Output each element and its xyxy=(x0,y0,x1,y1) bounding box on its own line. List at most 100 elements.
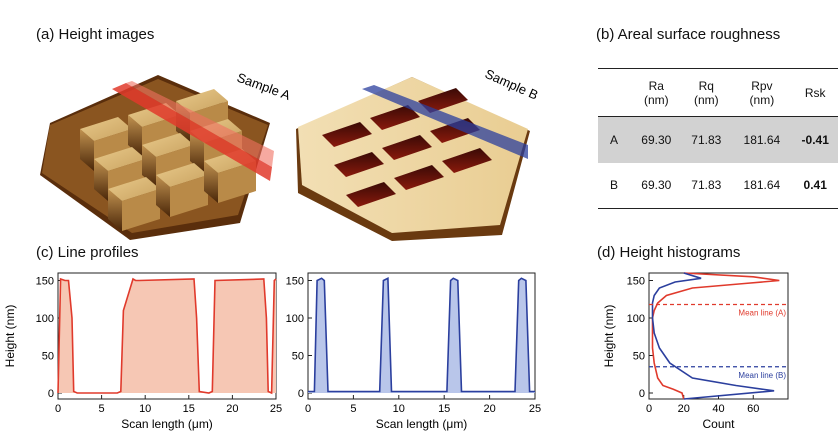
block-top xyxy=(142,133,194,157)
block-top xyxy=(80,117,132,141)
block-front xyxy=(170,175,208,217)
x-tick-label: 40 xyxy=(712,403,724,415)
plot-frame xyxy=(648,272,789,400)
x-tick-label: 5 xyxy=(99,403,105,415)
pit-cell xyxy=(418,88,468,113)
x-tick-label: 60 xyxy=(747,403,759,415)
cell-rq: 71.83 xyxy=(681,162,732,209)
cell-rsk: 0.41 xyxy=(792,162,838,209)
cell-sample: A xyxy=(610,132,619,147)
block-side xyxy=(128,115,142,157)
line-profile-b-chart: 0 5 10 15 20 25 0 50 100 150 Scan length (μm) xyxy=(286,272,541,431)
profile-area xyxy=(58,279,276,393)
histogram-a-line xyxy=(651,272,780,400)
table-header-row: Ra (nm) Rq (nm) Rpv (nm) Rsk xyxy=(598,68,838,117)
y-tick-label: 50 xyxy=(42,351,54,363)
cell-rpv: 181.64 xyxy=(731,162,793,209)
block-side xyxy=(108,189,122,231)
x-tick-label: 25 xyxy=(529,403,541,415)
panel-d-title: (d) Height histograms xyxy=(597,244,741,261)
block-front xyxy=(122,189,160,231)
header-rpv-name: Rpv xyxy=(751,78,773,93)
header-rq-name: Rq xyxy=(698,78,714,93)
block-top xyxy=(94,147,146,171)
roughness-table: Ra (nm) Rq (nm) Rpv (nm) Rsk A 69.30 71.83 … xyxy=(598,68,838,209)
y-tick-label: 0 xyxy=(48,388,54,400)
block-top xyxy=(156,163,208,187)
y-tick-label: 50 xyxy=(633,351,645,363)
sample-a-3d-image xyxy=(40,75,274,240)
cell-rsk: -0.41 xyxy=(801,132,829,147)
header-rsk-name: Rsk xyxy=(804,85,826,100)
x-tick-label: 0 xyxy=(646,403,652,415)
y-tick-label: 150 xyxy=(36,276,54,288)
x-tick-label: 15 xyxy=(438,403,450,415)
line-profile-a-chart: 0 5 10 15 20 25 0 50 100 150 Scan length (μm) Heigh… xyxy=(3,272,282,431)
x-tick-label: 25 xyxy=(270,403,282,415)
block-side xyxy=(80,129,94,171)
cell-rpv: 181.64 xyxy=(743,132,781,147)
table-row: B 69.30 71.83 181.64 0.41 xyxy=(598,162,838,209)
plot-frame xyxy=(307,272,536,400)
pit-cell xyxy=(334,152,384,177)
block-side xyxy=(190,131,204,173)
x-tick-label: 20 xyxy=(483,403,495,415)
pit-cell xyxy=(394,165,444,190)
block-top xyxy=(176,89,228,113)
pit-cell xyxy=(382,135,432,160)
table-row: A 69.30 71.83 181.64 -0.41 xyxy=(598,116,838,163)
y-tick-label: 0 xyxy=(298,388,304,400)
block-side xyxy=(94,159,108,201)
header-rsk: Rsk xyxy=(792,68,838,117)
sample-b-3d-image xyxy=(296,77,530,241)
y-axis-label: Height (nm) xyxy=(602,305,616,368)
pit-cell xyxy=(442,148,492,173)
profile-area xyxy=(308,278,535,393)
header-ra: Ra (nm) xyxy=(631,68,682,117)
pit-cell xyxy=(346,182,396,207)
y-tick-label: 100 xyxy=(36,313,54,325)
y-tick-label: 100 xyxy=(627,313,645,325)
y-tick-label: 100 xyxy=(286,313,304,325)
panel-b-title: (b) Areal surface roughness xyxy=(596,26,781,43)
cell-ra: 69.30 xyxy=(631,162,682,209)
block-top xyxy=(108,177,160,201)
cell-rq: 71.83 xyxy=(691,132,722,147)
block-side xyxy=(204,161,218,203)
x-tick-label: 0 xyxy=(55,403,61,415)
x-tick-label: 10 xyxy=(393,403,405,415)
header-rq-unit: (nm) xyxy=(693,92,719,107)
height-histogram-chart: 0 20 40 60 0 50 100 150 Count Height (nm) Mean lin… xyxy=(602,272,789,431)
header-rpv-unit: (nm) xyxy=(749,92,775,107)
y-tick-label: 50 xyxy=(292,351,304,363)
block-side xyxy=(156,175,170,217)
x-axis-label: Count xyxy=(702,417,735,431)
mean-line-a-label: Mean line (A) xyxy=(738,309,786,318)
sample-a-label: Sample A xyxy=(235,70,293,103)
cell-ra: 69.30 xyxy=(641,132,672,147)
profile-line xyxy=(308,277,535,393)
y-tick-label: 0 xyxy=(639,388,645,400)
block-front xyxy=(218,161,256,203)
pit-cell xyxy=(370,105,420,130)
height-images-figure: Sample A Sample B xyxy=(40,66,541,241)
x-tick-label: 15 xyxy=(183,403,195,415)
header-rpv: Rpv (nm) xyxy=(731,68,793,117)
x-axis-label: Scan length (μm) xyxy=(376,417,468,431)
x-tick-label: 5 xyxy=(350,403,356,415)
y-tick-label: 150 xyxy=(286,276,304,288)
x-tick-label: 0 xyxy=(305,403,311,415)
x-tick-label: 10 xyxy=(139,403,151,415)
header-rq: Rq (nm) xyxy=(681,68,732,117)
sample-b-label: Sample B xyxy=(483,66,541,103)
histogram-b-line xyxy=(651,272,775,400)
mean-line-b-label: Mean line (B) xyxy=(738,371,786,380)
panel-a-title: (a) Height images xyxy=(36,26,155,43)
y-tick-label: 150 xyxy=(627,276,645,288)
y-axis-label: Height (nm) xyxy=(3,305,17,368)
x-tick-label: 20 xyxy=(678,403,690,415)
pit-cell xyxy=(322,122,372,147)
x-axis-label: Scan length (μm) xyxy=(121,417,213,431)
block-side xyxy=(142,145,156,187)
header-ra-unit: (nm) xyxy=(643,92,669,107)
